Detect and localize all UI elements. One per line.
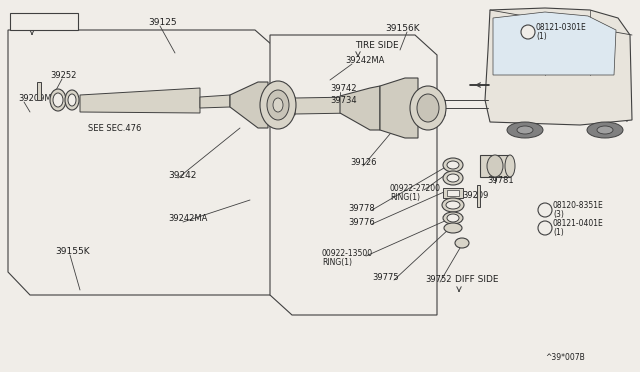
Ellipse shape <box>446 201 460 209</box>
Bar <box>443 188 463 198</box>
Ellipse shape <box>447 161 459 169</box>
Text: B: B <box>542 205 548 215</box>
Ellipse shape <box>417 94 439 122</box>
Ellipse shape <box>443 158 463 172</box>
Text: ^39*007B: ^39*007B <box>545 353 585 362</box>
Text: B: B <box>542 224 548 232</box>
Ellipse shape <box>53 93 63 107</box>
Text: B: B <box>525 28 531 36</box>
Ellipse shape <box>487 155 503 177</box>
Ellipse shape <box>410 86 446 130</box>
Polygon shape <box>485 8 632 125</box>
Ellipse shape <box>538 203 552 217</box>
Text: 39126: 39126 <box>350 157 376 167</box>
Bar <box>447 190 459 196</box>
Text: RING(1): RING(1) <box>322 257 352 266</box>
Ellipse shape <box>587 122 623 138</box>
Text: (3): (3) <box>553 209 564 218</box>
Bar <box>10 13 78 30</box>
Text: 39734: 39734 <box>330 96 356 105</box>
Ellipse shape <box>443 212 463 224</box>
Text: 00922-13500: 00922-13500 <box>322 248 373 257</box>
Text: 39742: 39742 <box>330 83 356 93</box>
Ellipse shape <box>597 126 613 134</box>
Text: SEE SEC.476: SEE SEC.476 <box>88 124 141 132</box>
Ellipse shape <box>447 214 459 222</box>
Ellipse shape <box>455 238 469 248</box>
Bar <box>37 82 41 100</box>
Ellipse shape <box>517 126 533 134</box>
Polygon shape <box>8 30 280 295</box>
Ellipse shape <box>442 198 464 212</box>
Ellipse shape <box>447 174 459 182</box>
Text: 39252: 39252 <box>50 71 76 80</box>
Ellipse shape <box>68 94 76 106</box>
Text: 39752: 39752 <box>425 276 451 285</box>
Ellipse shape <box>65 90 79 110</box>
Text: 39242: 39242 <box>168 170 196 180</box>
Polygon shape <box>268 97 295 115</box>
Text: 08121-0301E: 08121-0301E <box>536 22 587 32</box>
Ellipse shape <box>521 25 535 39</box>
Text: 39156K: 39156K <box>385 23 420 32</box>
Text: RING(1): RING(1) <box>390 192 420 202</box>
Polygon shape <box>380 78 418 138</box>
Polygon shape <box>230 82 268 128</box>
Text: 08121-0401E: 08121-0401E <box>553 218 604 228</box>
Text: (1): (1) <box>536 32 547 41</box>
Ellipse shape <box>443 171 463 185</box>
Polygon shape <box>418 100 445 116</box>
Bar <box>477 185 480 207</box>
Text: (1): (1) <box>553 228 564 237</box>
Polygon shape <box>493 12 616 75</box>
Text: 39775: 39775 <box>372 273 399 282</box>
Text: 39781: 39781 <box>487 176 514 185</box>
Ellipse shape <box>444 223 462 233</box>
Polygon shape <box>80 88 200 113</box>
Polygon shape <box>270 35 437 315</box>
Polygon shape <box>295 96 415 114</box>
Ellipse shape <box>50 89 66 111</box>
Bar <box>480 155 510 177</box>
Text: 39242MA: 39242MA <box>168 214 207 222</box>
Ellipse shape <box>260 81 296 129</box>
Text: 39209M: 39209M <box>18 93 52 103</box>
Polygon shape <box>415 100 435 109</box>
Ellipse shape <box>267 90 289 120</box>
Polygon shape <box>200 95 230 108</box>
Text: 39778: 39778 <box>348 203 375 212</box>
Text: DIFF SIDE: DIFF SIDE <box>455 276 499 285</box>
Text: 39125: 39125 <box>148 17 177 26</box>
Text: 00922-27200: 00922-27200 <box>390 183 441 192</box>
Polygon shape <box>340 86 380 130</box>
Text: 08120-8351E: 08120-8351E <box>553 201 604 209</box>
Text: TIRE SIDE: TIRE SIDE <box>22 17 66 26</box>
Text: 39155K: 39155K <box>55 247 90 257</box>
Text: TIRE SIDE: TIRE SIDE <box>355 41 399 49</box>
Text: 39776: 39776 <box>348 218 375 227</box>
Ellipse shape <box>505 155 515 177</box>
Ellipse shape <box>273 98 283 112</box>
Ellipse shape <box>538 221 552 235</box>
Text: 39242MA: 39242MA <box>345 55 385 64</box>
Text: 39209: 39209 <box>462 190 488 199</box>
Ellipse shape <box>507 122 543 138</box>
